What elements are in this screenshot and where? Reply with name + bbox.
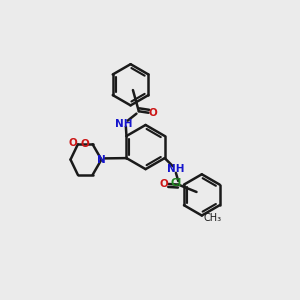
Text: O: O — [68, 138, 77, 148]
Text: O: O — [160, 179, 169, 189]
Text: NH: NH — [115, 118, 132, 129]
Text: NH: NH — [167, 164, 184, 174]
Text: N: N — [97, 154, 106, 165]
Text: O: O — [148, 108, 157, 118]
Text: Cl: Cl — [170, 178, 181, 188]
Text: CH₃: CH₃ — [204, 213, 222, 223]
Text: O: O — [81, 139, 90, 149]
